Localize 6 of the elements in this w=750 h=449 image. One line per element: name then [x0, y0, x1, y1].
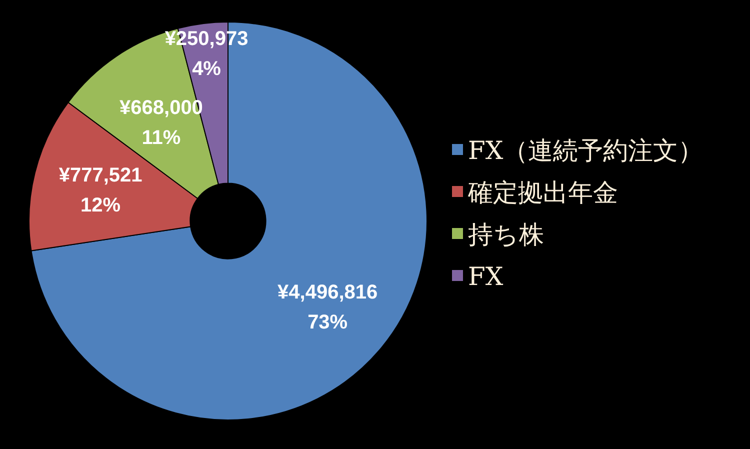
legend-label: FX — [468, 262, 504, 291]
data-label: ¥4,496,816 73% — [278, 282, 378, 334]
legend-label: 確定拠出年金 — [467, 178, 618, 207]
legend-label: 持ち株 — [468, 220, 544, 249]
data-label: ¥777,521 12% — [58, 164, 142, 216]
legend-label: FX（連続予約注文） — [468, 136, 704, 165]
